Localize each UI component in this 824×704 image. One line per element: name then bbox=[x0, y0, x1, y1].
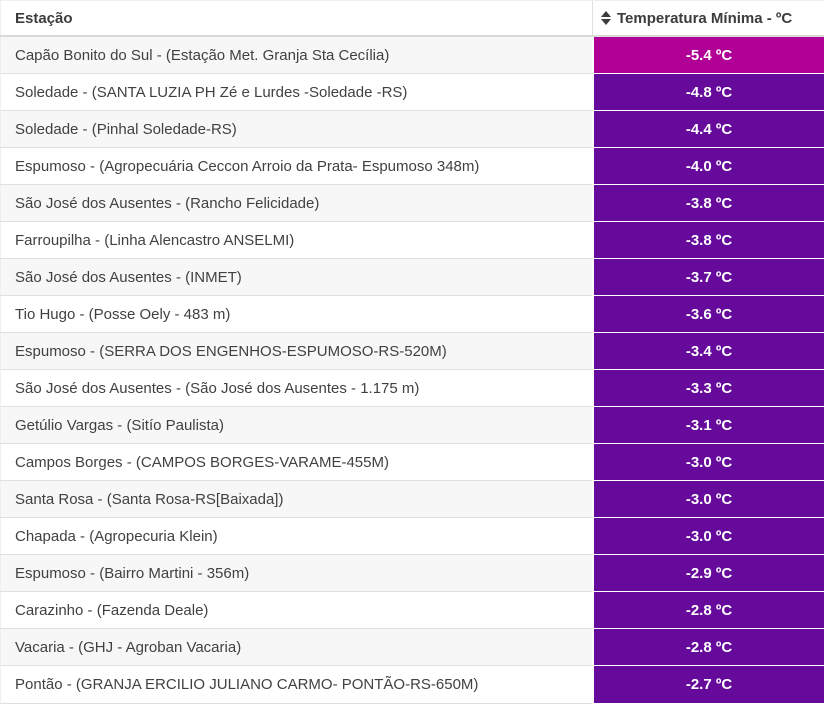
table-row: Vacaria - (GHJ - Agroban Vacaria) -2.8 º… bbox=[0, 629, 824, 666]
table-row: Farroupilha - (Linha Alencastro ANSELMI)… bbox=[0, 222, 824, 259]
station-cell: Campos Borges - (CAMPOS BORGES-VARAME-45… bbox=[0, 444, 592, 481]
table-body: Capão Bonito do Sul - (Estação Met. Gran… bbox=[0, 37, 824, 704]
temperature-value-cell: -3.6 ºC bbox=[592, 296, 824, 333]
station-cell: Getúlio Vargas - (Sitío Paulista) bbox=[0, 407, 592, 444]
temperature-value-cell: -3.7 ºC bbox=[592, 259, 824, 296]
sort-icon[interactable] bbox=[601, 11, 611, 25]
station-cell: São José dos Ausentes - (São José dos Au… bbox=[0, 370, 592, 407]
table-row: Espumoso - (Agropecuária Ceccon Arroio d… bbox=[0, 148, 824, 185]
temperature-value-cell: -3.3 ºC bbox=[592, 370, 824, 407]
column-header-temperatura-label: Temperatura Mínima - ºC bbox=[617, 9, 793, 27]
station-cell: Soledade - (SANTA LUZIA PH Zé e Lurdes -… bbox=[0, 74, 592, 111]
station-cell: Santa Rosa - (Santa Rosa-RS[Baixada]) bbox=[0, 481, 592, 518]
station-cell: Espumoso - (SERRA DOS ENGENHOS-ESPUMOSO-… bbox=[0, 333, 592, 370]
station-cell: Soledade - (Pinhal Soledade-RS) bbox=[0, 111, 592, 148]
temperature-value-cell: -5.4 ºC bbox=[592, 37, 824, 74]
station-cell: Espumoso - (Agropecuária Ceccon Arroio d… bbox=[0, 148, 592, 185]
station-cell: Espumoso - (Bairro Martini - 356m) bbox=[0, 555, 592, 592]
station-cell: São José dos Ausentes - (INMET) bbox=[0, 259, 592, 296]
table-row: Espumoso - (SERRA DOS ENGENHOS-ESPUMOSO-… bbox=[0, 333, 824, 370]
table-row: Soledade - (Pinhal Soledade-RS) -4.4 ºC bbox=[0, 111, 824, 148]
table-row: Capão Bonito do Sul - (Estação Met. Gran… bbox=[0, 37, 824, 74]
station-cell: Chapada - (Agropecuria Klein) bbox=[0, 518, 592, 555]
temperature-value-cell: -4.4 ºC bbox=[592, 111, 824, 148]
table-row: Chapada - (Agropecuria Klein) -3.0 ºC bbox=[0, 518, 824, 555]
station-cell: São José dos Ausentes - (Rancho Felicida… bbox=[0, 185, 592, 222]
station-cell: Pontão - (GRANJA ERCILIO JULIANO CARMO- … bbox=[0, 666, 592, 704]
table-row: Carazinho - (Fazenda Deale) -2.8 ºC bbox=[0, 592, 824, 629]
table-row: São José dos Ausentes - (INMET) -3.7 ºC bbox=[0, 259, 824, 296]
temperature-value-cell: -2.8 ºC bbox=[592, 629, 824, 666]
temperature-value-cell: -2.9 ºC bbox=[592, 555, 824, 592]
station-cell: Vacaria - (GHJ - Agroban Vacaria) bbox=[0, 629, 592, 666]
table-row: Soledade - (SANTA LUZIA PH Zé e Lurdes -… bbox=[0, 74, 824, 111]
table-row: São José dos Ausentes - (Rancho Felicida… bbox=[0, 185, 824, 222]
temperature-value-cell: -3.0 ºC bbox=[592, 481, 824, 518]
table-row: Tio Hugo - (Posse Oely - 483 m) -3.6 ºC bbox=[0, 296, 824, 333]
table-row: Pontão - (GRANJA ERCILIO JULIANO CARMO- … bbox=[0, 666, 824, 704]
station-cell: Tio Hugo - (Posse Oely - 483 m) bbox=[0, 296, 592, 333]
temperature-value-cell: -3.1 ºC bbox=[592, 407, 824, 444]
temperature-value-cell: -4.0 ºC bbox=[592, 148, 824, 185]
table-row: Santa Rosa - (Santa Rosa-RS[Baixada]) -3… bbox=[0, 481, 824, 518]
temperature-value-cell: -2.7 ºC bbox=[592, 666, 824, 704]
table-row: Campos Borges - (CAMPOS BORGES-VARAME-45… bbox=[0, 444, 824, 481]
table-row: São José dos Ausentes - (São José dos Au… bbox=[0, 370, 824, 407]
temperature-value-cell: -3.0 ºC bbox=[592, 518, 824, 555]
station-cell: Farroupilha - (Linha Alencastro ANSELMI) bbox=[0, 222, 592, 259]
station-cell: Carazinho - (Fazenda Deale) bbox=[0, 592, 592, 629]
column-header-temperatura-minima[interactable]: Temperatura Mínima - ºC bbox=[592, 1, 824, 35]
column-header-estacao[interactable]: Estação bbox=[0, 1, 592, 35]
temperature-value-cell: -3.0 ºC bbox=[592, 444, 824, 481]
temperature-value-cell: -2.8 ºC bbox=[592, 592, 824, 629]
table-row: Getúlio Vargas - (Sitío Paulista) -3.1 º… bbox=[0, 407, 824, 444]
temperature-value-cell: -3.8 ºC bbox=[592, 185, 824, 222]
temperature-value-cell: -3.8 ºC bbox=[592, 222, 824, 259]
table-row: Espumoso - (Bairro Martini - 356m) -2.9 … bbox=[0, 555, 824, 592]
table-header: Estação Temperatura Mínima - ºC bbox=[0, 0, 824, 37]
temperature-value-cell: -4.8 ºC bbox=[592, 74, 824, 111]
temperature-value-cell: -3.4 ºC bbox=[592, 333, 824, 370]
station-cell: Capão Bonito do Sul - (Estação Met. Gran… bbox=[0, 37, 592, 74]
